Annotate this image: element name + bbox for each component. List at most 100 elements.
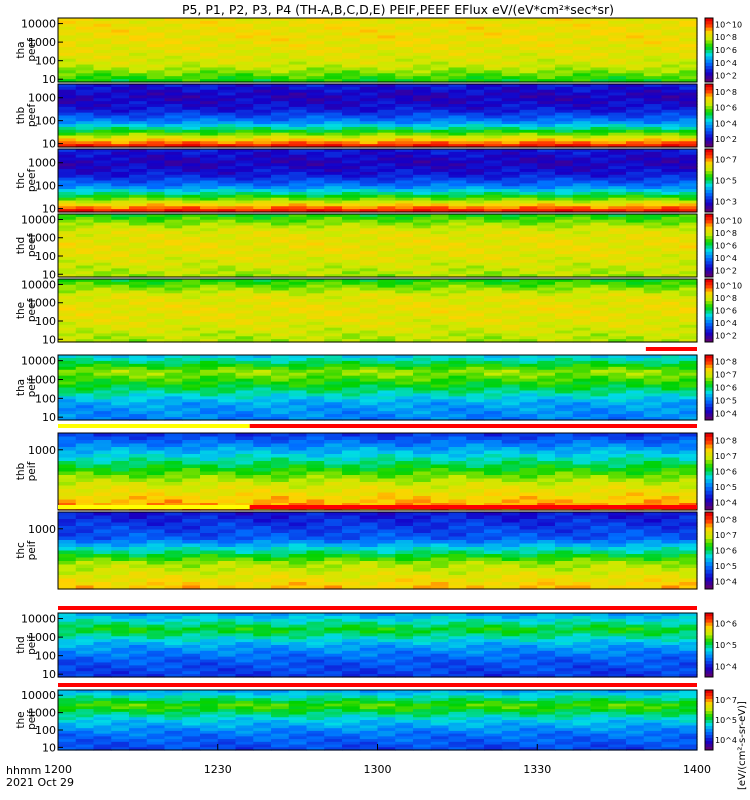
heat-cell (58, 186, 77, 190)
heat-cell (271, 135, 290, 140)
heat-cell (413, 47, 432, 51)
heat-cell (643, 126, 663, 131)
heat-cell (395, 149, 414, 153)
heat-cell (395, 390, 414, 395)
heat-cell (484, 115, 503, 119)
heat-cell (342, 271, 361, 275)
heat-cell (413, 304, 432, 309)
heat-cell (58, 191, 77, 196)
heat-cell (129, 194, 148, 199)
heat-cell (271, 126, 290, 131)
heat-cell (484, 327, 503, 332)
heat-cell (271, 387, 290, 392)
heat-cell (608, 180, 627, 184)
heat-cell (271, 262, 290, 267)
heat-cell (164, 262, 183, 267)
heat-cell (555, 141, 574, 145)
heat-cell (413, 310, 432, 314)
heat-cell (288, 129, 308, 134)
heat-cell (643, 189, 663, 193)
heat-cell (235, 183, 254, 187)
heat-cell (572, 177, 592, 182)
heat-cell (111, 219, 130, 224)
heat-cell (555, 316, 574, 320)
heat-cell (643, 357, 663, 362)
heat-cell (58, 290, 77, 294)
heat-cell (164, 92, 183, 97)
heat-cell (182, 132, 201, 137)
heat-cell (146, 378, 166, 383)
heat-cell (501, 310, 521, 314)
heat-cell (466, 23, 485, 28)
heat-cell (555, 339, 574, 343)
heat-cell (466, 251, 485, 255)
heat-cell (235, 23, 254, 28)
heat-cell (537, 274, 556, 278)
heat-cell (484, 52, 503, 57)
heat-cell (164, 321, 183, 326)
heat-cell (448, 26, 467, 31)
heat-cell (519, 32, 538, 37)
heat-cell (537, 231, 556, 235)
heat-cell (537, 38, 556, 42)
heat-cell (430, 18, 450, 22)
heat-cell (93, 124, 112, 128)
heat-cell (359, 256, 379, 261)
heat-cell (643, 166, 663, 170)
heat-cell (537, 29, 556, 34)
heat-cell (253, 219, 272, 224)
heat-cell (537, 321, 556, 326)
heat-cell (235, 180, 254, 184)
heat-cell (58, 390, 77, 395)
heat-cell (484, 214, 503, 218)
heat-cell (200, 104, 219, 108)
heat-cell (395, 245, 414, 249)
heat-cell (217, 26, 237, 31)
heat-cell (661, 26, 680, 31)
heat-cell (129, 197, 148, 202)
heat-cell (626, 369, 645, 374)
heat-cell (395, 186, 414, 190)
colorbar-step (705, 220, 713, 224)
heat-cell (306, 265, 325, 270)
heat-cell (572, 35, 592, 39)
heat-cell (430, 197, 450, 202)
heat-cell (395, 166, 414, 170)
heat-cell (448, 44, 467, 48)
heat-cell (146, 169, 166, 173)
heat-cell (679, 200, 698, 205)
heat-cell (129, 396, 148, 400)
heat-cell (395, 44, 414, 48)
heat-cell (93, 52, 112, 57)
heat-cell (58, 268, 77, 272)
heat-cell (448, 144, 467, 148)
heat-cell (288, 197, 308, 202)
heat-cell (608, 265, 627, 270)
heat-cell (217, 209, 237, 213)
heat-cell (626, 183, 645, 187)
heat-cell (253, 95, 272, 99)
heat-cell (359, 307, 379, 312)
heat-cell (537, 355, 556, 359)
heat-cell (501, 61, 521, 66)
heat-cell (466, 70, 485, 74)
heat-cell (501, 73, 521, 77)
heat-cell (217, 112, 237, 117)
heat-cell (217, 58, 237, 63)
heat-cell (164, 129, 183, 134)
heat-cell (217, 281, 237, 286)
heat-cell (58, 98, 77, 102)
heat-cell (413, 363, 432, 368)
heat-cell (466, 239, 485, 244)
heat-cell (626, 38, 645, 42)
heat-cell (430, 154, 450, 159)
heat-cell (377, 287, 396, 292)
heat-cell (342, 417, 361, 421)
heat-cell (75, 290, 95, 294)
heat-cell (519, 393, 538, 397)
heat-cell (359, 183, 379, 187)
heat-cell (679, 186, 698, 190)
heat-cell (484, 242, 503, 247)
heat-cell (448, 363, 467, 368)
heat-cell (324, 144, 343, 148)
